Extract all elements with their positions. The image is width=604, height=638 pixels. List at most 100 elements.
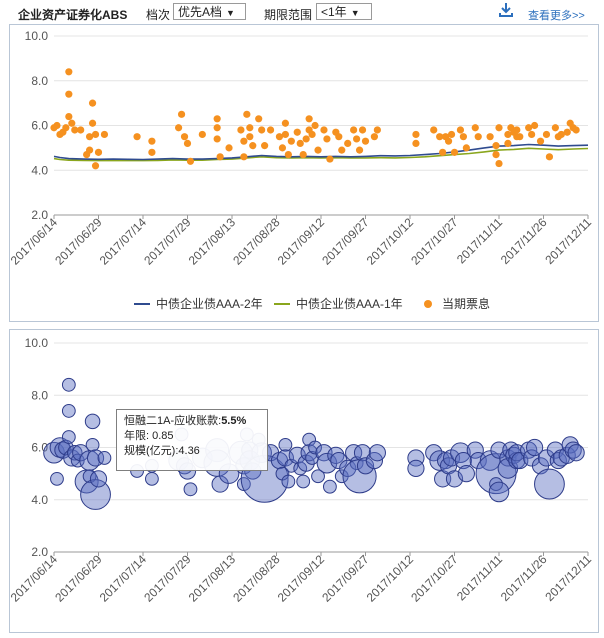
coupon-point <box>308 130 316 139</box>
coupon-point <box>302 135 310 143</box>
coupon-point <box>439 148 447 156</box>
view-more-link[interactable]: 查看更多>> <box>528 10 585 22</box>
coupon-chart: 10.08.06.04.02.02017/06/142017/06/292017… <box>8 29 595 311</box>
grade-label: 档次 <box>146 8 171 22</box>
coupon-point <box>495 124 503 132</box>
bubble-point <box>89 470 108 488</box>
coupon-point <box>91 130 100 139</box>
tooltip-separator: : <box>218 415 222 427</box>
coupon-point <box>296 139 304 147</box>
coupon-point <box>528 130 536 139</box>
coupon-point <box>246 124 254 132</box>
coupon-point <box>430 126 438 134</box>
range-label: 期限范围 <box>264 8 313 22</box>
tooltip-rate: 5.5% <box>221 415 247 427</box>
coupon-point <box>492 150 500 159</box>
coupon-point <box>246 133 254 141</box>
coupon-point <box>299 150 307 159</box>
coupon-point <box>551 124 559 132</box>
bubble-point <box>549 451 567 470</box>
x-tick-label: 2017/12/11 <box>542 552 594 604</box>
coupon-point <box>148 148 156 156</box>
coupon-point <box>198 130 206 139</box>
coupon-point <box>545 153 554 161</box>
x-tick-label: 2017/11/26 <box>498 552 550 604</box>
coupon-point <box>355 146 364 154</box>
coupon-point <box>281 119 289 127</box>
x-tick-label: 2017/06/29 <box>52 215 105 268</box>
coupon-point <box>71 126 79 134</box>
bubble-point <box>67 444 83 461</box>
bubble-point <box>454 451 472 470</box>
coupon-point <box>320 126 328 134</box>
x-tick-label: 2017/12/11 <box>542 215 594 267</box>
coupon-point <box>456 126 465 134</box>
x-tick-label: 2017/07/14 <box>97 215 150 268</box>
coupon-point <box>495 159 503 168</box>
bubble-point <box>50 471 64 486</box>
y-tick-label: 10.0 <box>25 336 49 350</box>
coupon-point <box>100 130 109 139</box>
coupon-point <box>373 126 381 134</box>
coupon-point <box>88 119 97 127</box>
bubble-point <box>278 437 293 452</box>
coupon-point <box>486 133 494 141</box>
coupon-point <box>177 110 186 118</box>
coupon-point <box>62 124 70 132</box>
bubble-point <box>368 444 386 462</box>
coupon-point <box>216 153 224 161</box>
x-tick-label: 2017/11/11 <box>454 552 505 603</box>
coupon-point <box>258 126 266 134</box>
coupon-point <box>86 146 94 154</box>
coupon-point <box>261 142 269 150</box>
range-select-value: <1年 <box>321 5 347 19</box>
chart-panel-bubble: 10.0 8.0 6.0 4.0 2.0 2017/06/14 2017/06/29 2017… <box>8 329 599 633</box>
y-tick-label: 2.0 <box>31 545 48 559</box>
coupon-point <box>444 137 453 145</box>
download-icon[interactable] <box>497 1 515 19</box>
bubble-point <box>61 377 76 392</box>
bubble-point <box>97 451 112 465</box>
x-tick-label: 2017/09/27 <box>319 215 372 268</box>
tooltip-size-label: 规模(亿元): <box>124 445 179 457</box>
x-tick-label: 2017/07/14 <box>97 552 150 605</box>
coupon-point <box>148 137 156 145</box>
bubble-point <box>85 437 100 452</box>
coupon-point <box>516 133 524 141</box>
range-select[interactable]: <1年 ▼ <box>316 3 372 20</box>
grade-select[interactable]: 优先A档 ▼ <box>173 3 246 20</box>
coupon-point <box>225 144 233 152</box>
x-tick-label: 2017/10/12 <box>364 552 417 605</box>
coupon-point <box>474 133 482 141</box>
bubble-point <box>296 474 311 489</box>
x-tick-label: 2017/07/29 <box>141 215 194 268</box>
tooltip-term-value: 0.85 <box>152 430 174 442</box>
legend-label: 中债企业债AAA-1年 <box>296 296 403 311</box>
coupon-point <box>94 148 103 156</box>
coupon-point <box>513 126 521 134</box>
legend-label: 当期票息 <box>442 296 490 311</box>
x-tick-label: 2017/09/12 <box>275 552 328 605</box>
coupon-point <box>305 115 313 123</box>
coupon-point <box>287 137 295 145</box>
x-tick-label: 2017/11/26 <box>498 215 550 267</box>
coupon-point <box>335 133 343 141</box>
coupon-point <box>536 137 545 145</box>
tooltip-size-row: 规模(亿元):4.36 <box>124 444 260 459</box>
bubble-point <box>564 441 582 459</box>
coupon-point <box>281 130 289 139</box>
coupon-point <box>326 155 334 163</box>
bubble-point <box>429 450 450 471</box>
x-tick-label: 2017/08/28 <box>230 552 283 605</box>
series-line-aaa-1y <box>53 147 589 162</box>
coupon-point <box>284 150 292 159</box>
coupon-point <box>531 121 539 130</box>
x-tick-label: 2017/08/28 <box>230 215 283 268</box>
coupon-point <box>278 144 287 152</box>
coupon-point <box>370 133 378 141</box>
chart-panel-coupon: 10.0 8.0 6.0 4.0 2.0 2017/06/14 2017/06/29 2017… <box>8 24 599 322</box>
coupon-point <box>314 146 322 154</box>
coupon-point <box>91 162 100 170</box>
coupon-point <box>243 110 251 118</box>
coupon-point <box>344 139 352 147</box>
